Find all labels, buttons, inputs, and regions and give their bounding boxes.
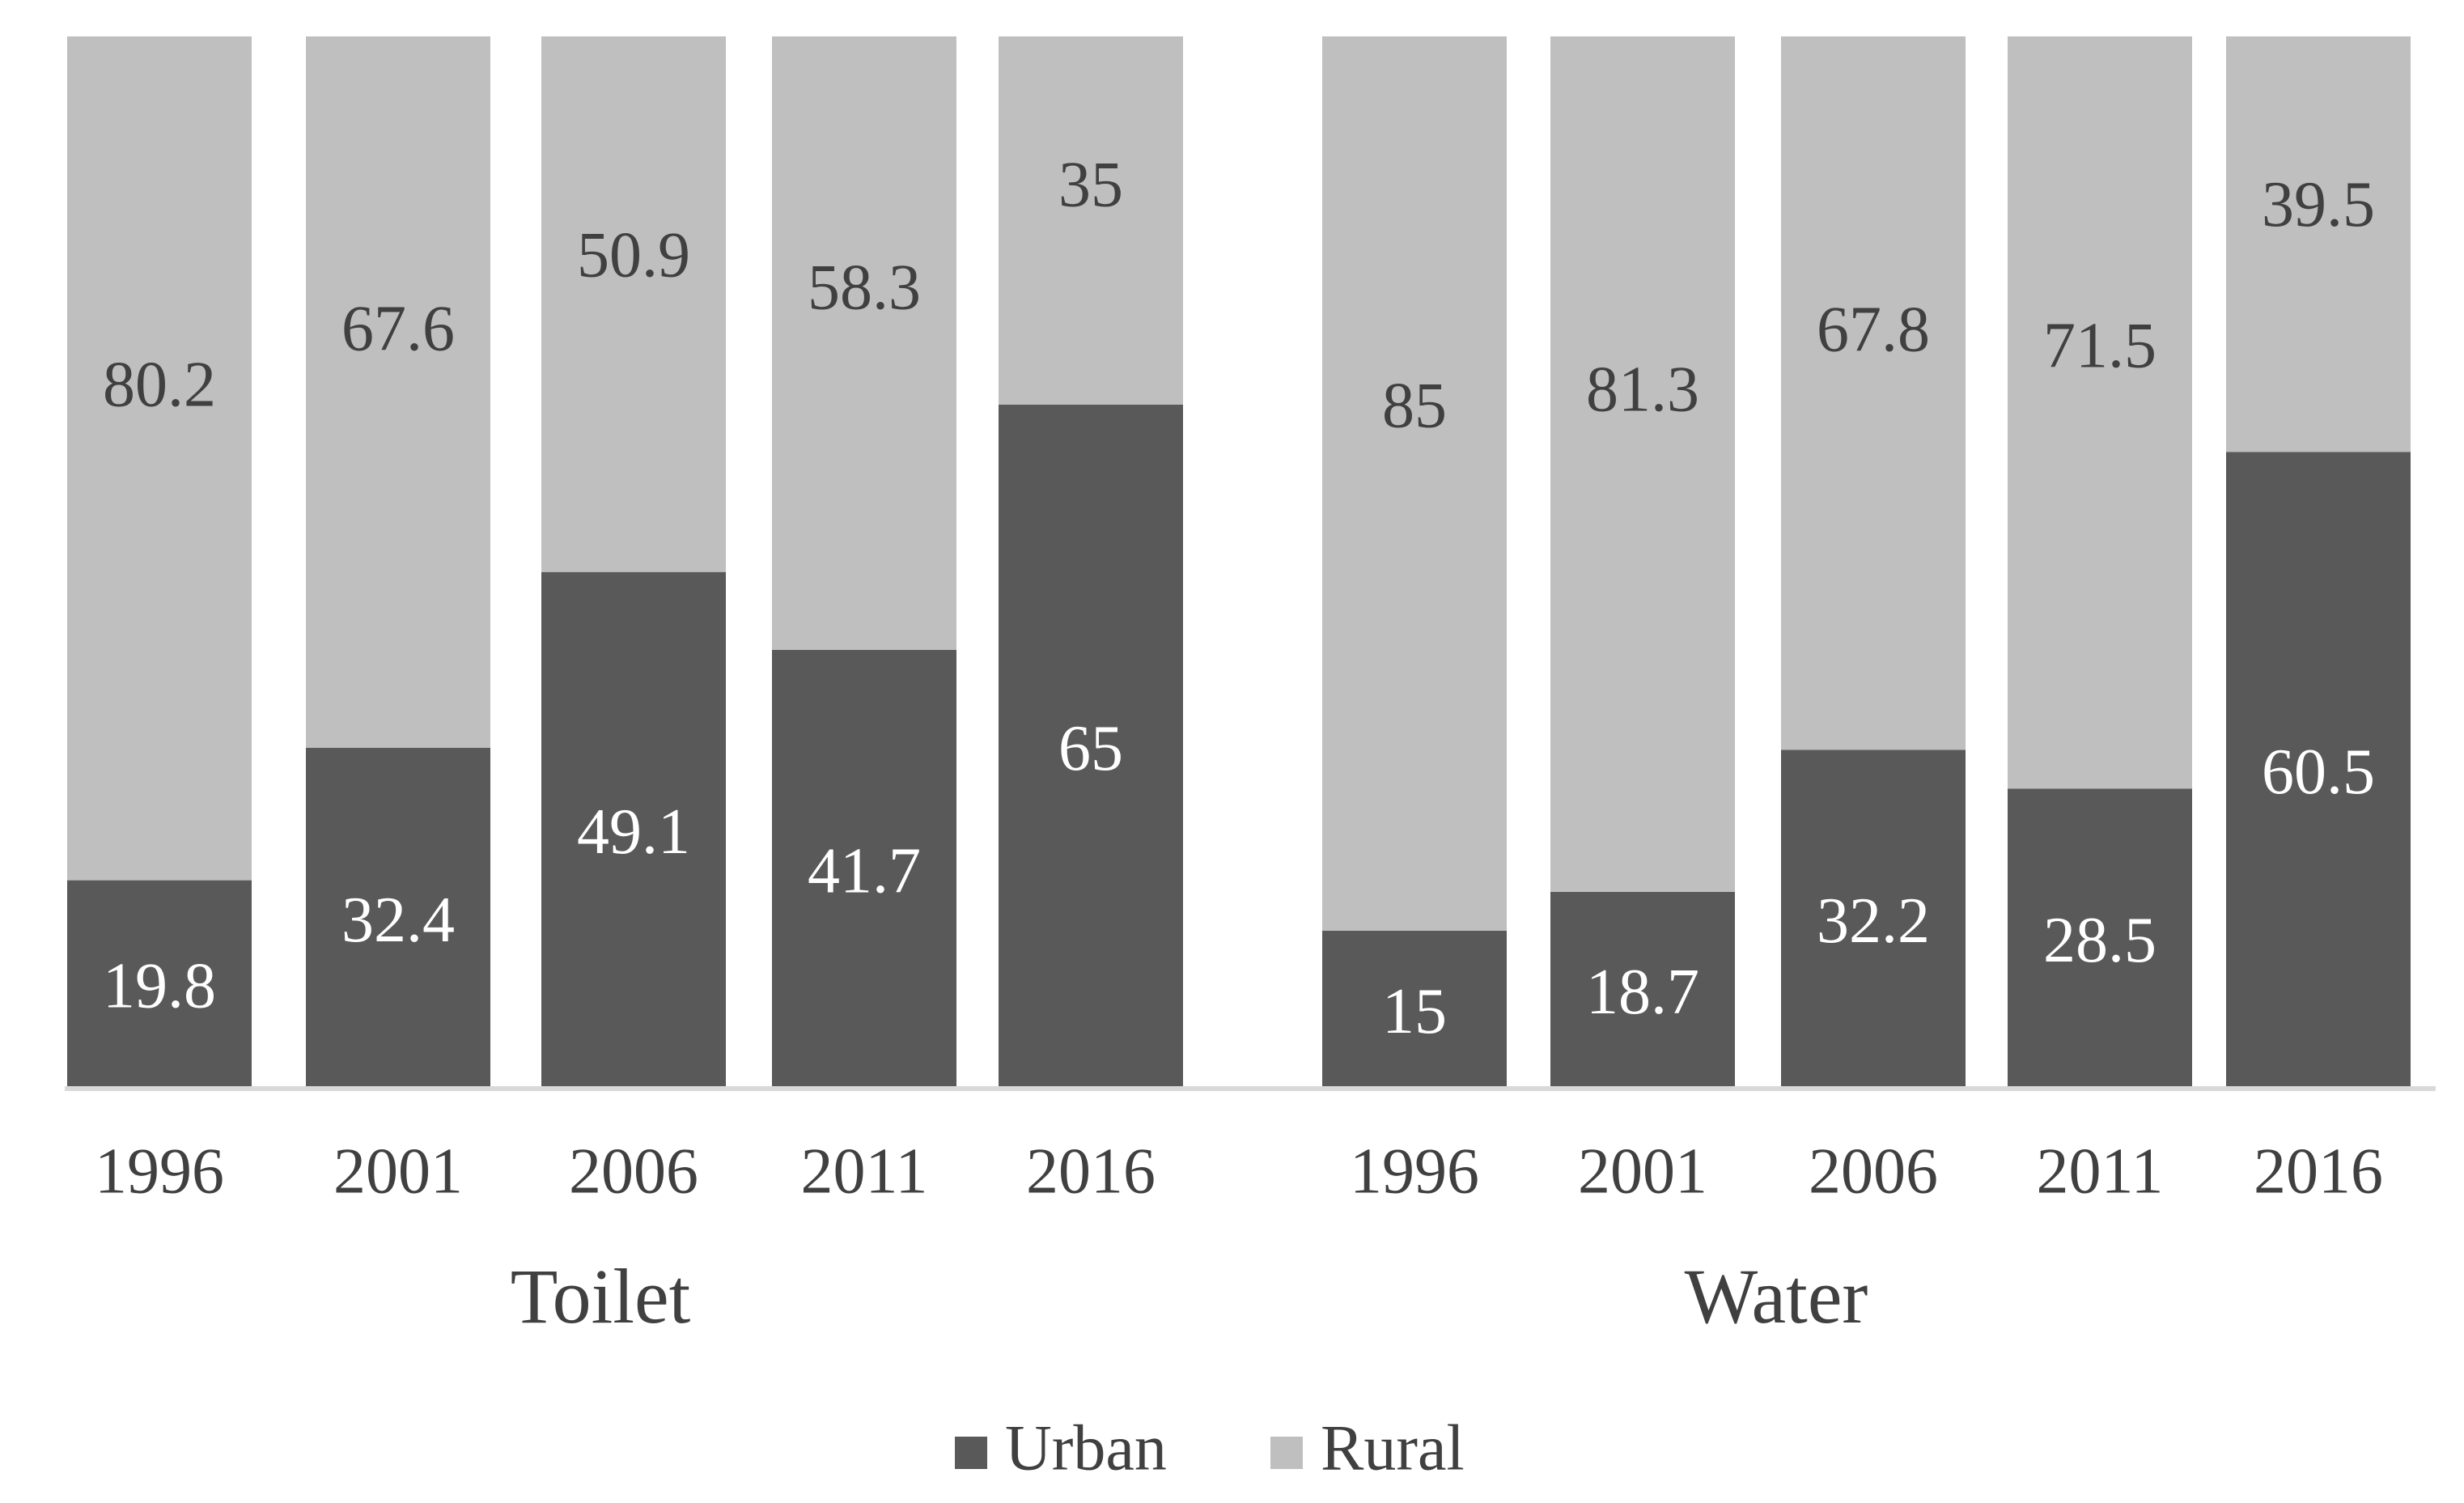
x-tick-label-water-1996: 1996 [1350, 1136, 1479, 1207]
x-tick-label-water-2006: 2006 [1809, 1136, 1938, 1207]
bar-water-1996-rural [1322, 36, 1507, 931]
x-tick-label-toilet-2016: 2016 [1026, 1136, 1156, 1207]
bar-water-2001-rural [1550, 36, 1735, 892]
value-label-toilet-2006-rural: 50.9 [577, 219, 690, 291]
value-label-water-2001-rural: 81.3 [1586, 354, 1699, 425]
bar-toilet-2016-urban [999, 405, 1183, 1089]
x-tick-label-water-2016: 2016 [2254, 1136, 2383, 1207]
bar-toilet-2006-rural [541, 36, 726, 572]
value-label-toilet-2006-urban: 49.1 [577, 796, 690, 868]
value-label-water-2006-urban: 32.2 [1817, 885, 1930, 957]
bar-water-2011-urban [2008, 788, 2192, 1089]
bars-layer [67, 36, 2411, 1089]
legend: Urban Rural [955, 1412, 1465, 1484]
bar-toilet-2016-rural [999, 36, 1183, 405]
value-label-water-2016-rural: 39.5 [2262, 169, 2375, 240]
value-label-toilet-2001-urban: 32.4 [341, 885, 455, 956]
value-label-toilet-1996-rural: 80.2 [103, 349, 216, 420]
value-label-water-1996-rural: 85 [1382, 370, 1447, 441]
value-label-water-2011-urban: 28.5 [2043, 905, 2157, 976]
value-label-toilet-2011-rural: 58.3 [808, 253, 921, 324]
value-label-toilet-2016-rural: 35 [1058, 149, 1123, 220]
bar-water-2016-rural [2226, 36, 2411, 452]
legend-label-rural: Rural [1321, 1412, 1465, 1484]
value-label-water-1996-urban: 15 [1382, 976, 1447, 1047]
bar-water-2001-urban [1550, 891, 1735, 1089]
value-label-toilet-2001-rural: 67.6 [341, 293, 455, 364]
legend-label-urban: Urban [1005, 1412, 1167, 1484]
group-label-toilet: Toilet [511, 1253, 691, 1340]
legend-swatch-urban [955, 1437, 987, 1469]
x-tick-label-toilet-2006: 2006 [569, 1136, 698, 1207]
bar-water-2006-urban [1781, 749, 1966, 1089]
x-tick-label-toilet-1996: 1996 [95, 1136, 224, 1207]
bar-toilet-1996-urban [67, 880, 252, 1089]
value-label-water-2001-urban: 18.7 [1586, 957, 1699, 1028]
x-tick-label-toilet-2011: 2011 [800, 1136, 927, 1207]
value-label-toilet-2016-urban: 65 [1058, 713, 1123, 784]
value-label-water-2011-rural: 71.5 [2043, 311, 2157, 382]
x-tick-label-toilet-2001: 2001 [333, 1136, 463, 1207]
value-label-water-2016-urban: 60.5 [2262, 737, 2375, 808]
bar-toilet-2011-rural [772, 36, 956, 650]
value-label-toilet-1996-urban: 19.8 [103, 951, 216, 1022]
bar-toilet-2011-urban [772, 649, 956, 1089]
bar-toilet-2001-rural [306, 36, 490, 748]
bar-toilet-2006-urban [541, 571, 726, 1089]
group-label-water: Water [1685, 1253, 1868, 1340]
value-label-toilet-2011-urban: 41.7 [808, 835, 921, 906]
bar-water-2006-rural [1781, 36, 1966, 750]
bar-toilet-1996-rural [67, 36, 252, 881]
bar-toilet-2001-urban [306, 747, 490, 1089]
x-tick-label-water-2001: 2001 [1578, 1136, 1707, 1207]
bar-water-2016-urban [2226, 452, 2411, 1089]
labels-layer: 19.8 80.2 1996 32.4 67.6 2001 49.1 50.9 2006 41.7… [95, 149, 2383, 1340]
value-label-water-2006-rural: 67.8 [1817, 295, 1930, 366]
x-tick-label-water-2011: 2011 [2036, 1136, 2163, 1207]
bar-water-2011-rural [2008, 36, 2192, 789]
bar-water-1996-urban [1322, 931, 1507, 1089]
legend-swatch-rural [1270, 1437, 1303, 1469]
